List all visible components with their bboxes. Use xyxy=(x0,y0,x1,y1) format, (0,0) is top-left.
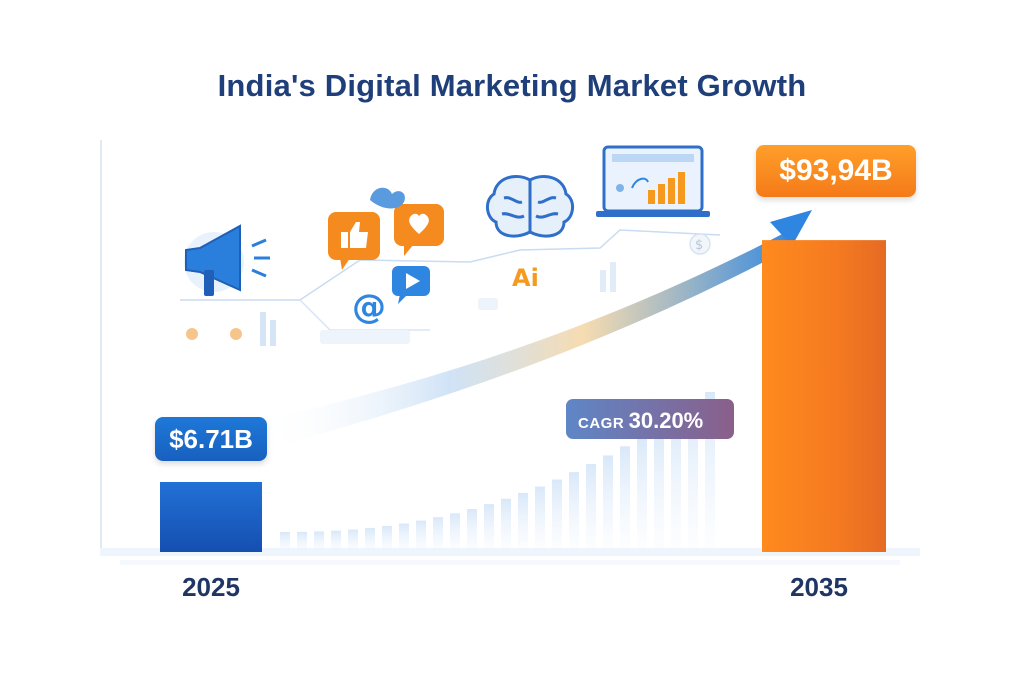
svg-text:$: $ xyxy=(695,238,703,253)
main-bars xyxy=(160,240,886,552)
background-bar xyxy=(297,531,307,552)
value-label-2035: $93,94B xyxy=(756,145,916,197)
heart-icon xyxy=(394,204,444,256)
background-bar xyxy=(416,520,426,552)
at-icon: @ xyxy=(352,287,386,327)
background-bar xyxy=(433,517,443,552)
play-icon xyxy=(392,266,430,304)
value-label-2025: $6.71B xyxy=(155,417,267,461)
cagr-value: 30.20% xyxy=(628,408,704,433)
decor-small xyxy=(186,262,616,346)
background-bar xyxy=(314,531,324,552)
background-bar xyxy=(535,486,545,552)
background-bars xyxy=(280,392,715,552)
background-bar xyxy=(467,509,477,552)
background-bar xyxy=(348,529,358,552)
background-bar xyxy=(518,492,528,552)
background-bar xyxy=(603,455,613,552)
background-bar xyxy=(637,436,647,552)
background-bar xyxy=(586,464,596,552)
background-bar xyxy=(450,513,460,552)
laptop-chart-icon xyxy=(596,145,710,217)
bar-2035 xyxy=(762,240,886,552)
background-bar xyxy=(501,498,511,552)
network-line xyxy=(180,229,721,301)
background-bar xyxy=(484,504,494,552)
brain-icon xyxy=(486,175,574,238)
dollar-icon: $ xyxy=(689,233,711,255)
background-bar xyxy=(654,426,664,552)
chart-title: India's Digital Marketing Market Growth xyxy=(217,68,807,103)
cagr-label: CAGR xyxy=(578,415,625,432)
background-bar xyxy=(705,392,715,552)
background-bar xyxy=(280,532,290,552)
background-bar xyxy=(399,523,409,552)
background-bar xyxy=(552,479,562,552)
category-label-2025: 2025 xyxy=(182,572,240,602)
growth-arrow xyxy=(262,230,796,450)
background-bar xyxy=(620,446,630,552)
cagr-badge: CAGR 30.20% xyxy=(566,399,734,439)
ai-icon: Ai xyxy=(512,264,539,292)
background-bar xyxy=(569,472,579,552)
megaphone-icon xyxy=(184,224,270,296)
background-bar xyxy=(671,415,681,552)
thumbs-up-icon xyxy=(328,212,380,270)
background-bar xyxy=(365,527,375,552)
category-label-2035: 2035 xyxy=(790,572,848,602)
background-bar xyxy=(331,530,341,552)
background-bar xyxy=(688,404,698,552)
bar-2025 xyxy=(160,482,262,552)
arrow-icon xyxy=(770,210,812,246)
bird-icon xyxy=(370,187,405,209)
background-bar xyxy=(382,525,392,552)
